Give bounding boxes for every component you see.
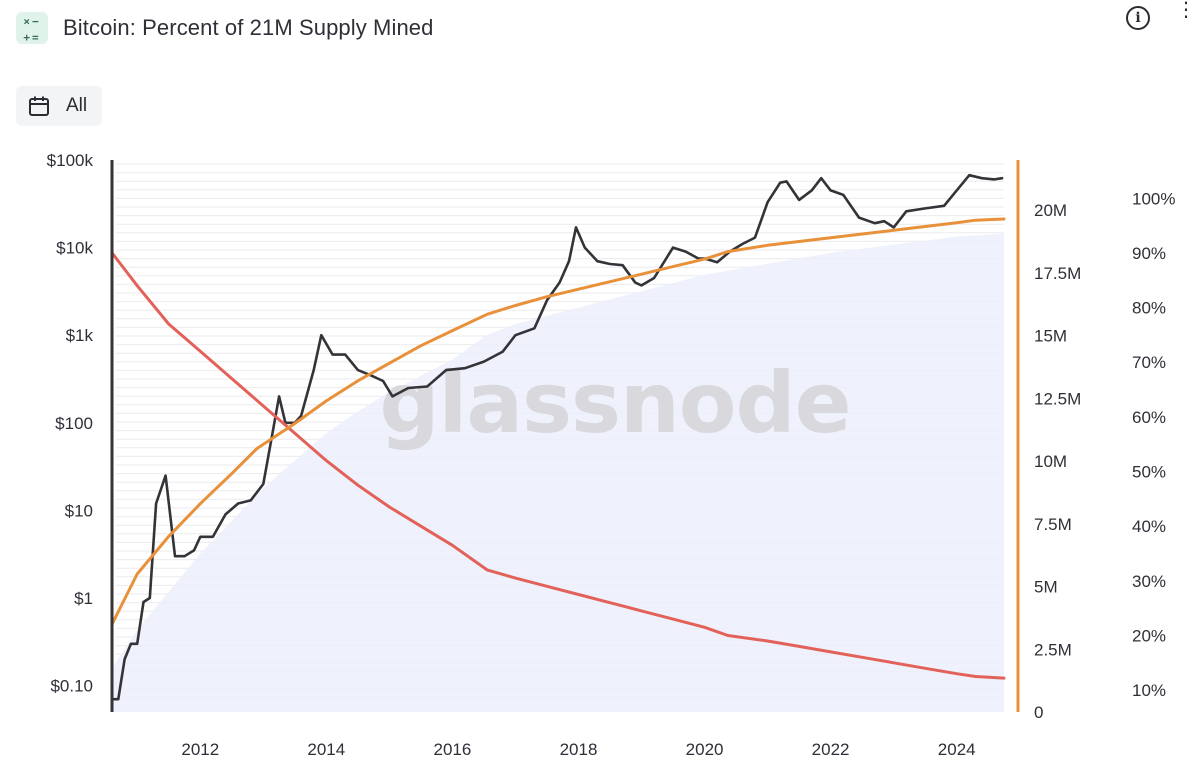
page-title: Bitcoin: Percent of 21M Supply Mined xyxy=(63,15,434,40)
x-tick-label: 2012 xyxy=(181,740,219,759)
y-left-tick-label: $1k xyxy=(66,326,94,345)
y-percent-tick-label: 10% xyxy=(1132,681,1166,700)
calendar-icon xyxy=(29,96,49,116)
y-left-tick-label: $10k xyxy=(56,239,93,258)
y-supply-tick-label: 7.5M xyxy=(1034,515,1072,534)
y-supply-tick-label: 10M xyxy=(1034,452,1067,471)
y-percent-tick-label: 40% xyxy=(1132,517,1166,536)
date-range-button[interactable]: All xyxy=(16,86,102,126)
y-supply-tick-label: 0 xyxy=(1034,703,1043,722)
chart-header: ×− += Bitcoin: Percent of 21M Supply Min… xyxy=(16,10,1200,50)
y-left-tick-label: $100k xyxy=(47,151,94,170)
y-supply-tick-label: 12.5M xyxy=(1034,389,1081,408)
y-left-tick-label: $0.10 xyxy=(50,677,93,696)
y-percent-tick-label: 100% xyxy=(1132,189,1175,208)
y-supply-tick-label: 2.5M xyxy=(1034,640,1072,659)
y-supply-tick-label: 17.5M xyxy=(1034,264,1081,283)
y-percent-tick-label: 50% xyxy=(1132,463,1166,482)
price-line xyxy=(110,173,1004,701)
y-percent-tick-label: 30% xyxy=(1132,572,1166,591)
percent-area xyxy=(112,233,1004,713)
y-left-tick-label: $1 xyxy=(74,589,93,608)
formula-icon: ×− += xyxy=(16,12,48,44)
y-percent-tick-label: 90% xyxy=(1132,244,1166,263)
x-tick-label: 2018 xyxy=(560,740,598,759)
chart-axes xyxy=(110,160,1020,712)
watermark: glassnode xyxy=(379,354,850,452)
x-tick-label: 2016 xyxy=(433,740,471,759)
percent-mined-area xyxy=(112,233,1004,713)
y-percent-tick-label: 70% xyxy=(1132,353,1166,372)
tick-labels: $0.10 $1 $10 $100 $1k $10k $100k 0 2.5M 5M 7.5M 10M… xyxy=(47,151,1176,759)
x-tick-label: 2024 xyxy=(938,740,976,759)
supply-line xyxy=(110,217,1006,626)
y-left-tick-label: $100 xyxy=(55,414,93,433)
y-percent-tick-label: 20% xyxy=(1132,627,1166,646)
issuance-line xyxy=(110,251,1006,680)
date-range-label: All xyxy=(66,95,88,116)
x-tick-label: 2014 xyxy=(307,740,345,759)
y-supply-tick-label: 20M xyxy=(1034,201,1067,220)
y-percent-tick-label: 60% xyxy=(1132,408,1166,427)
y-supply-tick-label: 15M xyxy=(1034,327,1067,346)
y-supply-tick-label: 5M xyxy=(1034,578,1058,597)
y-left-tick-label: $10 xyxy=(65,501,93,520)
chart-series xyxy=(110,173,1006,701)
y-percent-tick-label: 80% xyxy=(1132,299,1166,318)
info-icon[interactable]: i xyxy=(1126,6,1150,30)
x-tick-label: 2022 xyxy=(812,740,850,759)
x-tick-label: 2020 xyxy=(686,740,724,759)
